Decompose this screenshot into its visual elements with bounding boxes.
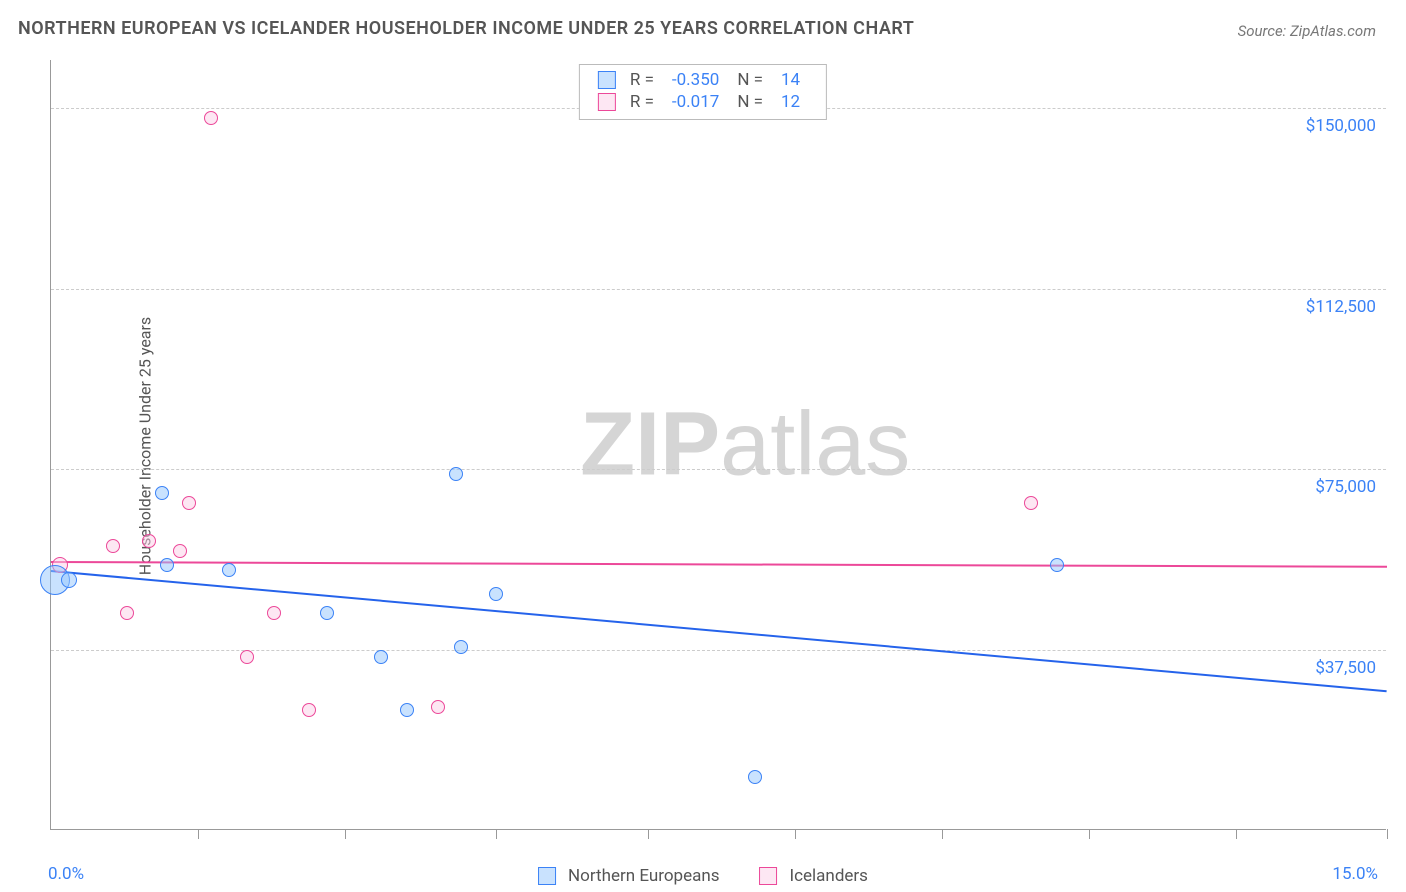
data-point-pink (106, 539, 120, 553)
regression-line-pink (51, 561, 1387, 568)
data-point-blue (61, 572, 77, 588)
stats-row-blue: R = -0.350 N = 14 (598, 69, 808, 91)
x-tick (942, 829, 943, 839)
data-point-blue (454, 640, 468, 654)
data-point-pink (1024, 496, 1038, 510)
data-point-blue (155, 486, 169, 500)
data-point-blue (222, 563, 236, 577)
data-point-pink (267, 606, 281, 620)
data-point-pink (120, 606, 134, 620)
x-tick (795, 829, 796, 839)
regression-line-blue (51, 570, 1387, 692)
data-point-pink (204, 111, 218, 125)
y-tick-label: $37,500 (1315, 658, 1376, 678)
r-value-pink: -0.017 (664, 92, 727, 112)
stats-legend-box: R = -0.350 N = 14 R = -0.017 N = 12 (579, 64, 827, 120)
x-tick (1089, 829, 1090, 839)
data-point-pink (173, 544, 187, 558)
chart-container: NORTHERN EUROPEAN VS ICELANDER HOUSEHOLD… (0, 0, 1406, 892)
legend-item-pink: Icelanders (760, 866, 868, 886)
x-tick (198, 829, 199, 839)
r-label-pink: R = (630, 92, 654, 112)
swatch-pink-icon (598, 93, 616, 111)
y-tick-label: $150,000 (1306, 116, 1376, 136)
swatch-blue-icon (598, 71, 616, 89)
y-tick-label: $112,500 (1306, 297, 1376, 317)
data-point-blue (449, 467, 463, 481)
x-tick (648, 829, 649, 839)
legend-swatch-pink-icon (760, 867, 778, 885)
x-tick (345, 829, 346, 839)
data-point-blue (160, 558, 174, 572)
gridline (51, 469, 1386, 470)
data-point-blue (748, 770, 762, 784)
data-point-pink (431, 700, 445, 714)
watermark: ZIPatlas (580, 393, 910, 496)
n-label-blue: N = (737, 70, 763, 90)
x-tick-label-min: 0.0% (48, 864, 84, 884)
y-tick-label: $75,000 (1315, 477, 1376, 497)
data-point-blue (374, 650, 388, 664)
plot-area: ZIPatlas (50, 60, 1386, 830)
n-value-pink: 12 (773, 92, 808, 112)
watermark-light: atlas (720, 394, 910, 494)
data-point-blue (1050, 558, 1064, 572)
source-text: Source: ZipAtlas.com (1238, 22, 1376, 40)
chart-title: NORTHERN EUROPEAN VS ICELANDER HOUSEHOLD… (18, 18, 914, 39)
data-point-blue (320, 606, 334, 620)
stats-row-pink: R = -0.017 N = 12 (598, 91, 808, 113)
n-value-blue: 14 (773, 70, 808, 90)
r-value-blue: -0.350 (664, 70, 727, 90)
n-label-pink: N = (737, 92, 763, 112)
series-legend: Northern Europeans Icelanders (538, 866, 868, 886)
data-point-blue (400, 703, 414, 717)
data-point-pink (240, 650, 254, 664)
x-tick (1236, 829, 1237, 839)
legend-item-blue: Northern Europeans (538, 866, 719, 886)
legend-label-pink: Icelanders (790, 866, 868, 886)
r-label-blue: R = (630, 70, 654, 90)
gridline (51, 289, 1386, 290)
data-point-pink (142, 534, 156, 548)
x-tick (1387, 829, 1388, 839)
x-tick-label-max: 15.0% (1332, 864, 1378, 884)
legend-swatch-blue-icon (538, 867, 556, 885)
data-point-pink (182, 496, 196, 510)
data-point-pink (302, 703, 316, 717)
legend-label-blue: Northern Europeans (568, 866, 719, 886)
watermark-bold: ZIP (580, 394, 720, 494)
x-tick (496, 829, 497, 839)
data-point-blue (489, 587, 503, 601)
